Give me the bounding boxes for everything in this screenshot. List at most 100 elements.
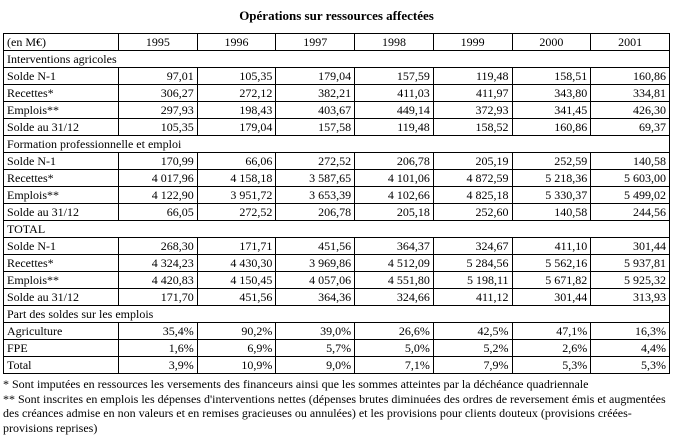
section-header-row: TOTAL [3, 220, 670, 238]
value-cell: 5 603,00 [590, 169, 670, 187]
value-cell: 6,9% [196, 339, 277, 357]
table-row: Solde au 31/12 66,05 272,52 206,78 205,18 252… [3, 203, 670, 221]
value-cell: 5,7% [275, 339, 356, 357]
value-cell: 4 324,23 [118, 254, 198, 272]
value-cell: 324,66 [354, 288, 434, 306]
row-label: Recettes* [3, 254, 119, 272]
value-cell: 160,86 [590, 67, 670, 85]
value-cell: 69,37 [590, 118, 670, 136]
footnote: ** Sont inscrites en emplois les dépense… [3, 391, 666, 435]
year-header: 1998 [354, 33, 434, 51]
value-cell: 16,3% [590, 322, 670, 340]
value-cell: 4 825,18 [432, 186, 513, 204]
row-label: Solde au 31/12 [3, 203, 119, 221]
value-cell: 451,56 [196, 288, 277, 306]
resources-table: (en M€) 1995 1996 1997 1998 1999 2000 2001 Int… [3, 33, 670, 374]
table-row: Recettes* 306,27 272,12 382,21 411,03 411,97 3… [3, 84, 670, 102]
value-cell: 66,05 [118, 203, 198, 221]
value-cell: 158,51 [511, 67, 592, 85]
value-cell: 9,0% [275, 356, 356, 374]
value-cell: 4 102,66 [354, 186, 434, 204]
value-cell: 5 284,56 [432, 254, 513, 272]
table-row: Solde N-1 97,01 105,35 179,04 157,59 119,48 15… [3, 67, 670, 85]
value-cell: 4 057,06 [275, 271, 356, 289]
value-cell: 205,19 [432, 152, 513, 170]
value-cell: 119,48 [432, 67, 513, 85]
table-row: Total 3,9% 10,9% 9,0% 7,1% 7,9% 5,3% 5,3% [3, 356, 670, 374]
value-cell: 10,9% [196, 356, 277, 374]
value-cell: 90,2% [196, 322, 277, 340]
value-cell: 66,06 [196, 152, 277, 170]
value-cell: 301,44 [590, 237, 670, 255]
section-header: Formation professionnelle et emploi [3, 135, 670, 153]
value-cell: 105,35 [196, 67, 277, 85]
value-cell: 324,67 [432, 237, 513, 255]
table-row: Recettes* 4 017,96 4 158,18 3 587,65 4 101,0… [3, 169, 670, 187]
value-cell: 97,01 [118, 67, 198, 85]
table-row: Emplois** 4 420,83 4 150,45 4 057,06 4 551,8… [3, 271, 670, 289]
value-cell: 382,21 [275, 84, 356, 102]
value-cell: 4 551,80 [354, 271, 434, 289]
value-cell: 5 499,02 [590, 186, 670, 204]
value-cell: 3 951,72 [196, 186, 277, 204]
value-cell: 5,2% [432, 339, 513, 357]
value-cell: 4 872,59 [432, 169, 513, 187]
value-cell: 301,44 [511, 288, 592, 306]
value-cell: 411,12 [432, 288, 513, 306]
value-cell: 341,45 [511, 101, 592, 119]
value-cell: 158,52 [432, 118, 513, 136]
value-cell: 157,58 [275, 118, 356, 136]
value-cell: 171,71 [196, 237, 277, 255]
row-label: Recettes* [3, 84, 119, 102]
value-cell: 4 430,30 [196, 254, 277, 272]
value-cell: 206,78 [354, 152, 434, 170]
value-cell: 35,4% [118, 322, 198, 340]
value-cell: 4 017,96 [118, 169, 198, 187]
value-cell: 4 420,83 [118, 271, 198, 289]
row-label: Emplois** [3, 101, 119, 119]
value-cell: 343,80 [511, 84, 592, 102]
table-row: Solde au 31/12 171,70 451,56 364,36 324,66 41… [3, 288, 670, 306]
value-cell: 198,43 [196, 101, 277, 119]
header-row: (en M€) 1995 1996 1997 1998 1999 2000 2001 [3, 33, 670, 51]
row-label: Agriculture [3, 322, 119, 340]
value-cell: 205,18 [354, 203, 434, 221]
value-cell: 140,58 [511, 203, 592, 221]
value-cell: 119,48 [354, 118, 434, 136]
row-label: Solde N-1 [3, 67, 119, 85]
value-cell: 5 218,36 [511, 169, 592, 187]
value-cell: 4,4% [590, 339, 670, 357]
value-cell: 3 587,65 [275, 169, 356, 187]
value-cell: 272,52 [196, 203, 277, 221]
value-cell: 252,59 [511, 152, 592, 170]
value-cell: 5 671,82 [511, 271, 592, 289]
section-header-row: Interventions agricoles [3, 50, 670, 68]
table-row: Emplois** 4 122,90 3 951,72 3 653,39 4 102,6… [3, 186, 670, 204]
value-cell: 272,12 [196, 84, 277, 102]
value-cell: 3 653,39 [275, 186, 356, 204]
value-cell: 140,58 [590, 152, 670, 170]
table-row: Agriculture 35,4% 90,2% 39,0% 26,6% 42,5% 47,1… [3, 322, 670, 340]
value-cell: 5 562,16 [511, 254, 592, 272]
value-cell: 244,56 [590, 203, 670, 221]
value-cell: 297,93 [118, 101, 198, 119]
value-cell: 4 150,45 [196, 271, 277, 289]
row-label: Solde N-1 [3, 152, 119, 170]
value-cell: 4 158,18 [196, 169, 277, 187]
row-label: Emplois** [3, 186, 119, 204]
value-cell: 3,9% [118, 356, 198, 374]
year-header: 2001 [590, 33, 670, 51]
value-cell: 7,1% [354, 356, 434, 374]
table-row: FPE 1,6% 6,9% 5,7% 5,0% 5,2% 2,6% 4,4% [3, 339, 670, 357]
value-cell: 306,27 [118, 84, 198, 102]
value-cell: 272,52 [275, 152, 356, 170]
value-cell: 364,36 [275, 288, 356, 306]
value-cell: 411,97 [432, 84, 513, 102]
value-cell: 403,67 [275, 101, 356, 119]
section-header: Part des soldes sur les emplois [3, 305, 670, 323]
value-cell: 171,70 [118, 288, 198, 306]
value-cell: 364,37 [354, 237, 434, 255]
value-cell: 170,99 [118, 152, 198, 170]
footnote: * Sont imputées en ressources les versem… [3, 377, 589, 391]
